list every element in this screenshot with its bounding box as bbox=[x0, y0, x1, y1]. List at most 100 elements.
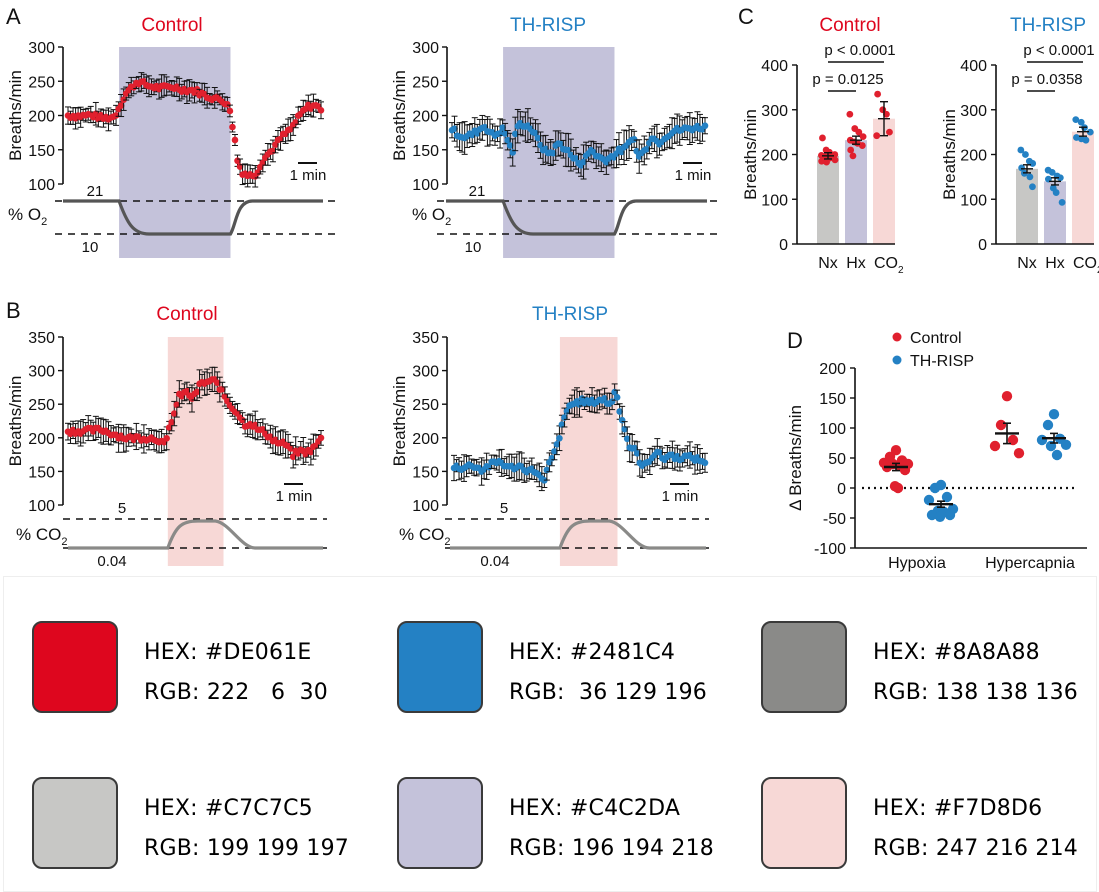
y-tick-label: 100 bbox=[761, 192, 788, 209]
x-tick-label: Hypoxia bbox=[888, 555, 946, 572]
data-point bbox=[701, 122, 709, 130]
data-point bbox=[213, 379, 221, 387]
data-point bbox=[855, 128, 863, 136]
data-point bbox=[553, 440, 561, 448]
data-point bbox=[231, 136, 239, 144]
data-point bbox=[701, 459, 709, 467]
data-point bbox=[819, 134, 826, 142]
data-point bbox=[616, 408, 623, 415]
data-point bbox=[1001, 391, 1013, 402]
bar-co2 bbox=[873, 118, 895, 244]
y-tick-label: 200 bbox=[28, 109, 55, 126]
data-point bbox=[926, 509, 938, 521]
hypoxia-shade bbox=[503, 47, 615, 258]
y-tick-label: 0 bbox=[779, 237, 788, 254]
data-point bbox=[229, 123, 236, 131]
data-point bbox=[874, 90, 882, 98]
panel-label: C bbox=[738, 4, 754, 29]
y-tick-label: 250 bbox=[28, 74, 55, 91]
data-point bbox=[1036, 434, 1048, 446]
bar-nx bbox=[1016, 168, 1038, 244]
data-point bbox=[995, 419, 1007, 431]
panel-label: B bbox=[6, 298, 21, 323]
y-tick-label: 250 bbox=[412, 397, 439, 414]
data-point bbox=[170, 410, 178, 417]
gas-low-label: 0.04 bbox=[480, 553, 509, 570]
data-point bbox=[551, 448, 558, 455]
data-point bbox=[289, 453, 297, 461]
data-point bbox=[633, 147, 640, 155]
data-point bbox=[504, 136, 511, 144]
swatch-text: HEX: #C7C7C5 RGB: 199 199 197 bbox=[144, 789, 349, 869]
data-point bbox=[846, 110, 854, 118]
y-tick-label: -100 bbox=[814, 541, 846, 558]
data-point bbox=[890, 445, 902, 456]
data-point bbox=[532, 129, 539, 137]
data-point bbox=[1072, 116, 1080, 123]
data-point bbox=[1018, 164, 1026, 172]
data-point bbox=[989, 440, 1001, 452]
o2-trace bbox=[63, 199, 323, 236]
y-tick-label: 300 bbox=[28, 364, 55, 381]
y-tick-label: 300 bbox=[960, 103, 987, 120]
rgb-label: RGB: 199 199 197 bbox=[144, 836, 349, 861]
data-point bbox=[163, 435, 170, 442]
y-tick-label: 200 bbox=[960, 148, 987, 165]
panel-title: Control bbox=[156, 304, 217, 325]
rgb-label: RGB: 222 6 30 bbox=[144, 680, 328, 705]
data-point bbox=[1048, 169, 1056, 176]
y-tick-label: 400 bbox=[761, 58, 788, 75]
data-point bbox=[613, 394, 621, 401]
scale-bar-label: 1 min bbox=[290, 167, 327, 184]
panel-title: TH-RISP bbox=[1010, 15, 1086, 36]
data-point bbox=[117, 102, 125, 109]
rgb-label: RGB: 247 216 214 bbox=[873, 836, 1078, 861]
data-point bbox=[923, 494, 935, 506]
data-point bbox=[1013, 448, 1025, 459]
data-point bbox=[631, 444, 639, 452]
data-point bbox=[1058, 198, 1066, 206]
data-point bbox=[92, 110, 100, 118]
data-point bbox=[307, 448, 315, 456]
gas-high-label: 21 bbox=[469, 183, 486, 200]
data-point bbox=[859, 133, 867, 141]
scale-bar-label: 1 min bbox=[276, 488, 313, 505]
y-axis-label: Breaths/min bbox=[6, 376, 25, 467]
data-point bbox=[633, 450, 641, 457]
x-tick-label: Nx bbox=[818, 255, 838, 272]
hex-label: HEX: #C7C7C5 bbox=[144, 796, 313, 821]
data-point bbox=[1048, 409, 1060, 420]
y-tick-label: 350 bbox=[28, 330, 55, 347]
data-point bbox=[173, 401, 181, 409]
y-tick-label: 100 bbox=[412, 177, 439, 194]
data-point bbox=[549, 149, 557, 157]
co2-trace bbox=[450, 519, 706, 550]
y-tick-label: 350 bbox=[412, 330, 439, 347]
y-tick-label: 250 bbox=[28, 397, 55, 414]
data-point bbox=[1056, 174, 1064, 182]
data-point bbox=[317, 434, 325, 442]
data-point bbox=[643, 145, 651, 153]
y-axis-label: Breaths/min bbox=[390, 70, 409, 161]
data-point bbox=[193, 388, 201, 396]
palette-swatch-lavender: HEX: #C4C2DA RGB: 196 194 218 bbox=[397, 777, 757, 877]
data-point bbox=[219, 385, 226, 393]
palette-swatch-pink: HEX: #F7D8D6 RGB: 247 216 214 bbox=[761, 777, 1099, 877]
data-point bbox=[556, 434, 563, 442]
x-tick-label: CO2 bbox=[1073, 255, 1099, 276]
data-point bbox=[1052, 189, 1060, 196]
rgb-label: RGB: 196 194 218 bbox=[509, 836, 714, 861]
data-point bbox=[623, 435, 631, 443]
y-tick-label: 0 bbox=[837, 481, 846, 498]
y-tick-label: 200 bbox=[412, 431, 439, 448]
y-tick-label: 300 bbox=[412, 40, 439, 57]
swatch-text: HEX: #F7D8D6 RGB: 247 216 214 bbox=[873, 789, 1078, 869]
legend-marker-control bbox=[892, 332, 902, 342]
significance-label: p = 0.0125 bbox=[812, 71, 883, 88]
gas-axis-label: % CO2 bbox=[16, 525, 67, 548]
data-point bbox=[537, 141, 544, 149]
palette-swatch-light-gray: HEX: #C7C7C5 RGB: 199 199 197 bbox=[32, 777, 392, 877]
data-point bbox=[1026, 173, 1034, 181]
significance-label: p < 0.0001 bbox=[1023, 42, 1094, 59]
